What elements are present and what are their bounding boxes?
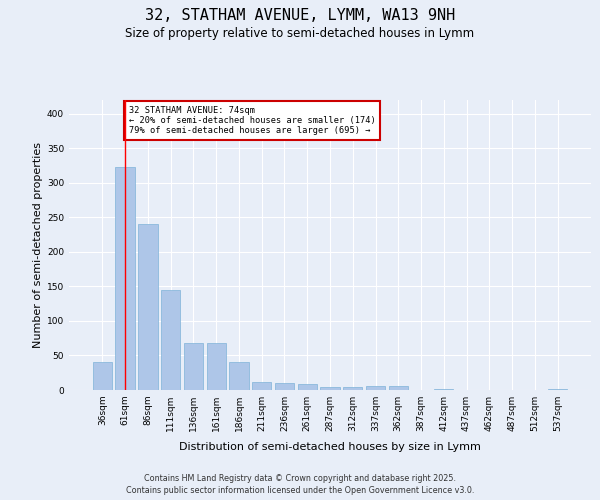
Bar <box>343 387 362 390</box>
Bar <box>275 383 294 390</box>
Bar <box>252 382 271 390</box>
Bar <box>548 388 567 390</box>
Bar <box>434 388 454 390</box>
Text: Distribution of semi-detached houses by size in Lymm: Distribution of semi-detached houses by … <box>179 442 481 452</box>
Text: 32, STATHAM AVENUE, LYMM, WA13 9NH: 32, STATHAM AVENUE, LYMM, WA13 9NH <box>145 8 455 22</box>
Bar <box>184 343 203 390</box>
Bar <box>229 362 248 390</box>
Bar <box>320 386 340 390</box>
Bar <box>115 167 135 390</box>
Text: Size of property relative to semi-detached houses in Lymm: Size of property relative to semi-detach… <box>125 28 475 40</box>
Bar <box>93 362 112 390</box>
Bar <box>206 343 226 390</box>
Bar <box>161 290 181 390</box>
Bar <box>298 384 317 390</box>
Bar <box>389 386 408 390</box>
Bar <box>138 224 158 390</box>
Bar <box>366 386 385 390</box>
Text: 32 STATHAM AVENUE: 74sqm
← 20% of semi-detached houses are smaller (174)
79% of : 32 STATHAM AVENUE: 74sqm ← 20% of semi-d… <box>128 106 376 136</box>
Y-axis label: Number of semi-detached properties: Number of semi-detached properties <box>33 142 43 348</box>
Text: Contains HM Land Registry data © Crown copyright and database right 2025.
Contai: Contains HM Land Registry data © Crown c… <box>126 474 474 495</box>
